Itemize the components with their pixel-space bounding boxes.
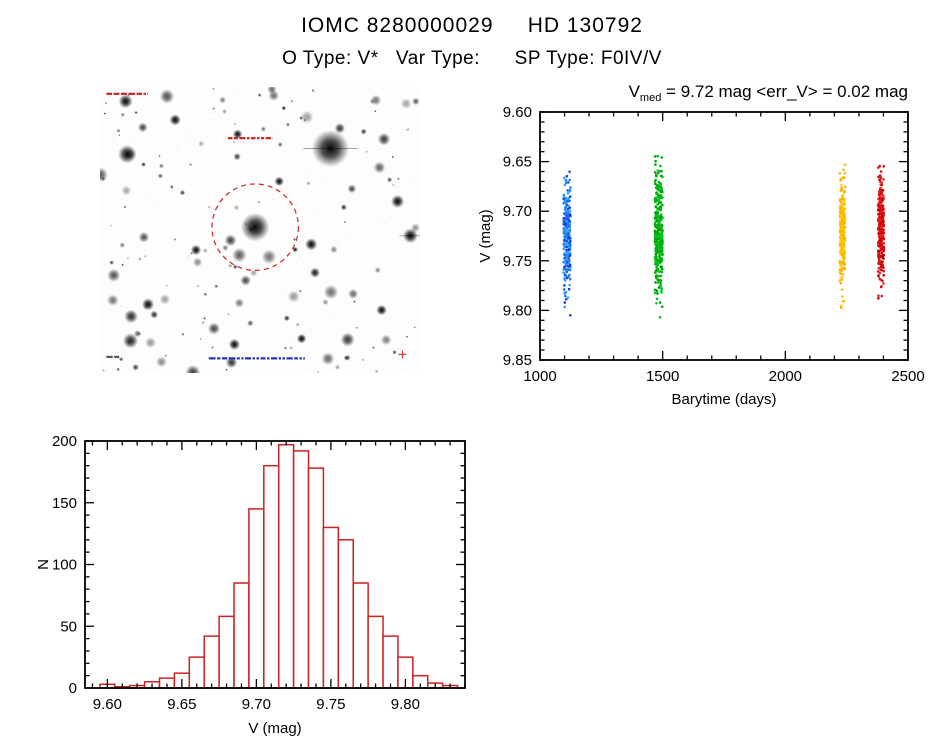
- lightcurve-ticks: [539, 111, 909, 361]
- histogram-ylabel: N: [35, 559, 52, 570]
- svg-text:9.80: 9.80: [391, 696, 420, 713]
- svg-text:9.60: 9.60: [503, 104, 532, 121]
- svg-text:2000: 2000: [769, 368, 802, 385]
- svg-text:9.65: 9.65: [167, 696, 196, 713]
- page-subtitle: O Type: V* Var Type: SP Type: F0IV/V: [282, 48, 662, 69]
- lightcurve-tick-labels: 1000 1500 2000 2500 9.60 9.65 9.70 9.75 9.80 9.85: [503, 104, 925, 385]
- lightcurve-plot: 1000 1500 2000 2500 9.60 9.65 9.70 9.75 9.80 9.85…: [477, 82, 925, 408]
- magnitude-histogram: 9.60 9.65 9.70 9.75 9.80 0 50 100 150 200 V (mag) N: [35, 433, 466, 737]
- svg-text:2500: 2500: [891, 368, 924, 385]
- lightcurve-ylabel: V (mag): [477, 209, 494, 262]
- svg-text:200: 200: [52, 433, 77, 450]
- svg-text:1500: 1500: [646, 368, 679, 385]
- lightcurve-xlabel: Barytime (days): [671, 391, 776, 408]
- lightcurve-points: [562, 154, 886, 319]
- svg-text:0: 0: [69, 680, 77, 697]
- lightcurve-axes-box: [539, 111, 909, 361]
- histogram-ticks: [85, 440, 466, 689]
- svg-text:9.80: 9.80: [503, 302, 532, 319]
- svg-text:9.85: 9.85: [503, 352, 532, 369]
- page-title: IOMC 8280000029 HD 130792: [301, 14, 643, 37]
- svg-text:9.60: 9.60: [93, 696, 122, 713]
- finder-chart: [100, 87, 420, 373]
- histogram-bars: [99, 443, 459, 689]
- svg-text:50: 50: [60, 618, 77, 635]
- svg-text:1000: 1000: [523, 368, 556, 385]
- svg-text:100: 100: [52, 557, 77, 574]
- svg-text:9.75: 9.75: [316, 696, 345, 713]
- svg-text:9.75: 9.75: [503, 253, 532, 270]
- svg-text:9.70: 9.70: [242, 696, 271, 713]
- svg-text:9.65: 9.65: [503, 154, 532, 171]
- svg-text:9.70: 9.70: [503, 203, 532, 220]
- lightcurve-title: Vmed = 9.72 mag <err_V> = 0.02 mag: [629, 82, 908, 104]
- star-field-image: [100, 87, 420, 373]
- histogram-tick-labels: 9.60 9.65 9.70 9.75 9.80 0 50 100 150 200: [52, 433, 420, 713]
- histogram-xlabel: V (mag): [248, 720, 301, 737]
- svg-text:150: 150: [52, 495, 77, 512]
